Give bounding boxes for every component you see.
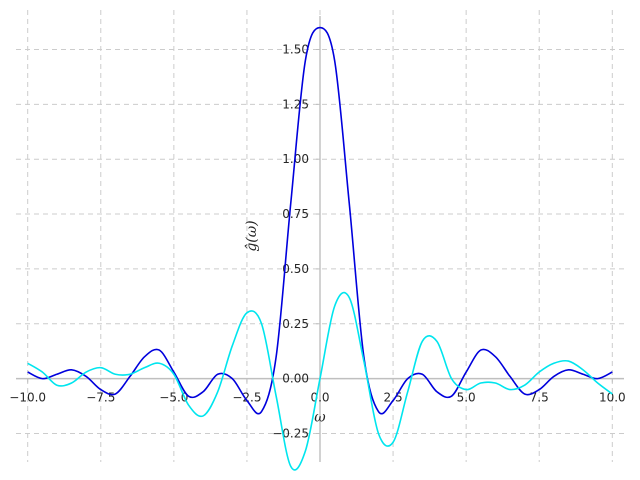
x-tick-label: −5.0 bbox=[159, 391, 188, 405]
y-tick-label: −0.25 bbox=[272, 426, 309, 440]
y-tick-label: 0.25 bbox=[282, 317, 309, 331]
grid bbox=[16, 10, 624, 462]
x-tick-label: 2.5 bbox=[384, 391, 403, 405]
x-axis-label: ω bbox=[314, 410, 326, 426]
x-tick-label: 10.0 bbox=[599, 391, 626, 405]
series-line-1 bbox=[27, 26, 613, 415]
x-tick-label: −2.5 bbox=[232, 391, 261, 405]
x-tick-label: 7.5 bbox=[530, 391, 549, 405]
x-tick-label: 5.0 bbox=[457, 391, 476, 405]
x-tick-label: −7.5 bbox=[86, 391, 115, 405]
x-tick-label: 0.0 bbox=[310, 391, 329, 405]
series-lines bbox=[27, 26, 613, 471]
axis-ticks: −10.0 −7.5 −5.0 −2.5 0.0 2.5 5.0 7.5 10.0 −0.25 0.… bbox=[9, 42, 625, 440]
y-tick-label: 1.50 bbox=[282, 42, 309, 56]
y-tick-label: 0.00 bbox=[282, 372, 309, 386]
x-tick-label: −10.0 bbox=[9, 391, 46, 405]
y-tick-label: 0.75 bbox=[282, 207, 309, 221]
y-tick-label: 1.25 bbox=[282, 97, 309, 111]
y-tick-label: 0.50 bbox=[282, 262, 309, 276]
series-line-2 bbox=[27, 291, 613, 471]
y-axis-label: ĝ(ω) bbox=[243, 220, 260, 251]
